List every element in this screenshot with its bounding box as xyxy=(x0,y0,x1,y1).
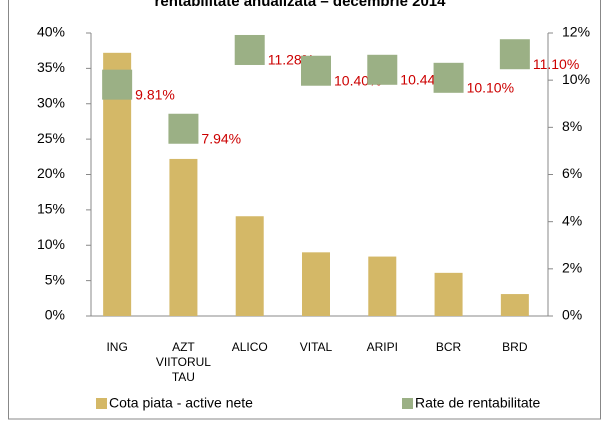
rate-marker xyxy=(367,54,398,85)
y-tick-label: 0% xyxy=(45,307,65,323)
bar xyxy=(368,256,397,316)
y-tick-label: 15% xyxy=(37,201,65,217)
y2-tick-label: 6% xyxy=(562,165,582,181)
legend-label: Cota piata - active nete xyxy=(109,395,253,411)
y2-tick-label: 4% xyxy=(562,212,582,228)
x-tick-label: BCR xyxy=(436,340,462,354)
chart-title: rentabilitate anualizata – decembrie 201… xyxy=(155,0,447,10)
bar xyxy=(235,216,264,316)
data-label: 11.10% xyxy=(533,56,579,72)
x-tick-label: ALICO xyxy=(232,340,268,354)
rate-marker xyxy=(168,113,199,144)
rate-marker xyxy=(499,39,530,70)
legend-swatch xyxy=(402,398,413,409)
y2-tick-label: 2% xyxy=(562,260,582,276)
x-tick-label: VITAL xyxy=(300,340,333,354)
y-tick-label: 25% xyxy=(37,130,65,146)
x-tick-label: ARIPI xyxy=(367,340,398,354)
rate-marker xyxy=(234,34,265,65)
x-tick-label: BRD xyxy=(502,340,528,354)
y-tick-label: 5% xyxy=(45,271,65,287)
bar xyxy=(169,158,198,316)
data-label: 10.10% xyxy=(467,80,514,96)
y-tick-label: 10% xyxy=(37,236,65,252)
rate-marker xyxy=(433,62,464,93)
legend-swatch xyxy=(96,398,107,409)
y-tick-label: 35% xyxy=(37,59,65,75)
y2-tick-label: 10% xyxy=(562,71,590,87)
y2-tick-label: 12% xyxy=(562,24,590,40)
rate-marker xyxy=(102,69,133,100)
y2-tick-label: 8% xyxy=(562,118,582,134)
y-tick-label: 30% xyxy=(37,94,65,110)
x-tick-label: AZT VIITORUL TAU xyxy=(156,340,211,384)
legend-label: Rate de rentabilitate xyxy=(415,395,541,411)
x-tick-label: ING xyxy=(106,340,127,354)
data-label: 7.94% xyxy=(201,130,241,146)
y-tick-label: 20% xyxy=(37,165,65,181)
bar xyxy=(500,294,529,316)
y2-tick-label: 0% xyxy=(562,307,582,323)
y-tick-label: 40% xyxy=(37,24,65,40)
bar xyxy=(302,252,330,316)
rate-marker xyxy=(301,55,331,86)
data-label: 9.81% xyxy=(135,86,175,102)
bar xyxy=(434,272,463,316)
